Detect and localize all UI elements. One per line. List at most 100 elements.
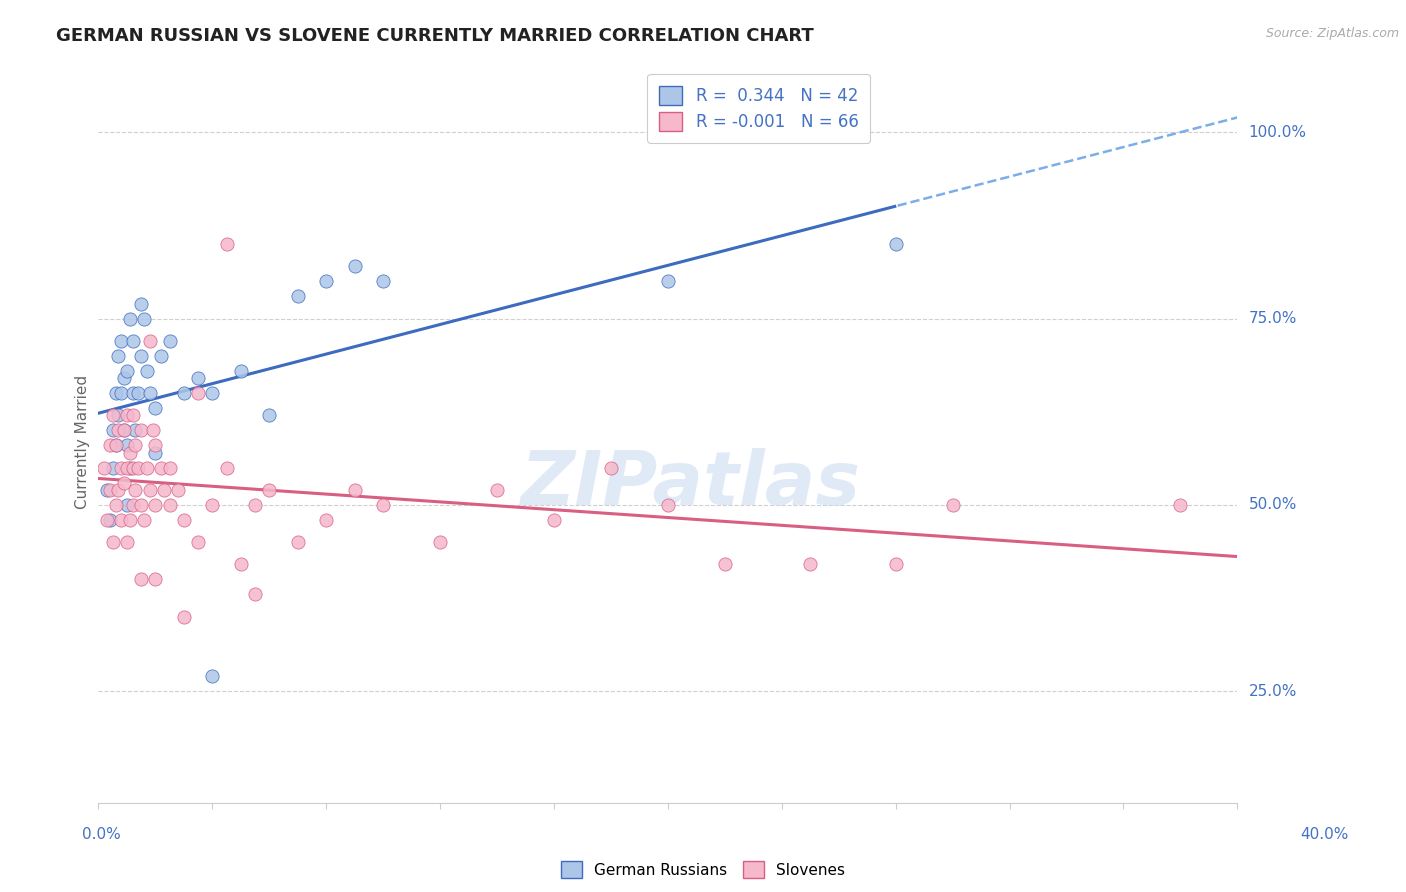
Point [115,498,138,512]
Point [243,498,266,512]
Point [215,460,238,475]
Point [110,513,132,527]
Point [187,371,209,385]
Point [159,334,181,348]
Point [101,535,124,549]
Point [259,409,281,423]
Text: 50.0%: 50.0% [1249,498,1296,512]
Point [129,572,152,586]
Point [101,460,124,475]
Point [96,513,118,527]
Point [287,535,309,549]
Point [259,483,281,497]
Point [107,423,129,437]
Point [315,513,337,527]
Point [101,409,124,423]
Point [107,483,129,497]
Point [229,364,252,378]
Point [657,274,679,288]
Point [486,483,509,497]
Point [118,513,141,527]
Point [104,386,127,401]
Point [135,364,157,378]
Point [150,349,173,363]
Point [141,423,163,437]
Point [104,438,127,452]
Point [187,535,209,549]
Point [884,558,907,572]
Point [429,535,451,549]
Text: Source: ZipAtlas.com: Source: ZipAtlas.com [1265,27,1399,40]
Point [173,513,195,527]
Point [343,483,366,497]
Text: 0.0%: 0.0% [82,827,121,841]
Point [129,498,152,512]
Text: 75.0%: 75.0% [1249,311,1296,326]
Point [145,572,167,586]
Point [138,334,160,348]
Legend: German Russians, Slovenes: German Russians, Slovenes [554,855,852,884]
Point [371,498,394,512]
Point [315,274,337,288]
Text: ZIPatlas: ZIPatlas [520,449,860,522]
Point [343,260,366,274]
Point [173,386,195,401]
Point [112,423,135,437]
Point [1170,498,1192,512]
Point [98,438,121,452]
Point [121,460,143,475]
Point [110,386,132,401]
Point [132,311,155,326]
Point [121,386,143,401]
Point [201,669,224,683]
Text: GERMAN RUSSIAN VS SLOVENE CURRENTLY MARRIED CORRELATION CHART: GERMAN RUSSIAN VS SLOVENE CURRENTLY MARR… [56,27,814,45]
Point [714,558,737,572]
Point [884,237,907,252]
Point [104,438,127,452]
Point [112,371,135,385]
Point [543,513,565,527]
Point [115,438,138,452]
Point [129,297,152,311]
Legend: R =  0.344   N = 42, R = -0.001   N = 66: R = 0.344 N = 42, R = -0.001 N = 66 [647,74,870,143]
Point [150,460,173,475]
Point [124,423,146,437]
Point [129,349,152,363]
Point [799,558,821,572]
Point [145,438,167,452]
Point [110,460,132,475]
Point [657,498,679,512]
Point [93,460,115,475]
Y-axis label: Currently Married: Currently Married [75,375,90,508]
Point [145,401,167,415]
Point [138,386,160,401]
Point [118,446,141,460]
Point [371,274,394,288]
Point [112,475,135,490]
Point [101,423,124,437]
Point [96,483,118,497]
Point [124,483,146,497]
Point [107,349,129,363]
Point [124,438,146,452]
Point [159,460,181,475]
Point [118,460,141,475]
Point [153,483,176,497]
Point [201,498,224,512]
Point [115,364,138,378]
Point [159,498,181,512]
Point [127,460,149,475]
Point [138,483,160,497]
Point [121,498,143,512]
Text: 40.0%: 40.0% [1301,827,1348,841]
Point [127,386,149,401]
Point [115,460,138,475]
Point [173,609,195,624]
Point [129,423,152,437]
Point [104,498,127,512]
Point [110,334,132,348]
Point [187,386,209,401]
Point [121,409,143,423]
Point [942,498,965,512]
Point [115,535,138,549]
